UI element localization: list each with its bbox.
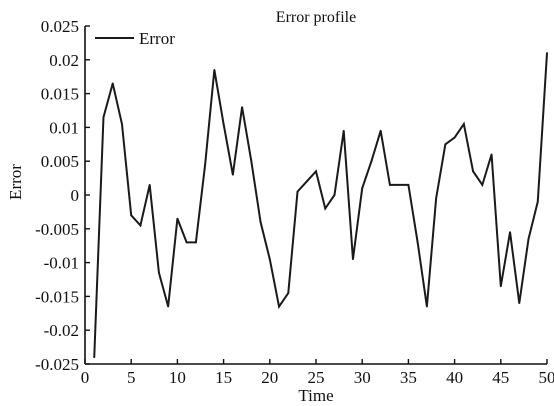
data-point xyxy=(176,217,179,220)
data-point xyxy=(342,129,345,132)
y-tick-label: -0.025 xyxy=(35,355,79,374)
data-point xyxy=(416,241,419,244)
data-point xyxy=(333,194,336,196)
data-point xyxy=(222,123,225,125)
data-point xyxy=(389,183,391,186)
data-point xyxy=(102,116,105,119)
data-point xyxy=(213,69,216,71)
data-point xyxy=(296,190,299,193)
data-point xyxy=(130,214,133,217)
data-point xyxy=(194,241,197,244)
data-point xyxy=(481,183,484,186)
data-point xyxy=(435,197,438,200)
legend-label: Error xyxy=(139,29,175,48)
x-tick-label: 30 xyxy=(354,368,371,387)
y-tick-label: 0.02 xyxy=(49,51,79,70)
y-tick-label: 0.015 xyxy=(41,85,79,104)
data-point xyxy=(370,160,373,163)
data-point xyxy=(93,356,96,359)
data-point xyxy=(546,52,548,54)
data-point xyxy=(231,173,234,176)
x-tick-label: 35 xyxy=(400,368,417,387)
data-point xyxy=(315,170,317,173)
data-point xyxy=(462,123,465,125)
data-point xyxy=(139,224,142,227)
data-point xyxy=(379,129,382,132)
legend: Error xyxy=(95,29,175,48)
data-point xyxy=(204,163,207,166)
x-tick-label: 5 xyxy=(127,368,136,387)
x-tick-label: 0 xyxy=(81,368,90,387)
data-point xyxy=(518,302,521,305)
y-tick-label: 0 xyxy=(71,186,80,205)
data-point xyxy=(536,200,539,203)
data-point xyxy=(185,241,188,244)
x-tick-label: 45 xyxy=(492,368,509,387)
data-point xyxy=(527,238,530,240)
series-line-group xyxy=(93,52,548,359)
data-point xyxy=(324,207,327,210)
x-tick-label: 40 xyxy=(446,368,463,387)
data-point xyxy=(148,183,151,186)
y-tick-label: -0.01 xyxy=(44,254,79,273)
data-point xyxy=(167,305,170,308)
data-point xyxy=(158,271,160,274)
series-line-error xyxy=(93,52,548,358)
x-axis-label: Time xyxy=(298,386,333,405)
y-axis-label: Error xyxy=(6,164,25,200)
data-point xyxy=(361,187,364,190)
data-point xyxy=(278,305,280,308)
x-tick-label: 15 xyxy=(215,368,232,387)
axes xyxy=(84,26,547,365)
data-point xyxy=(268,258,271,261)
data-point xyxy=(499,285,502,288)
data-point xyxy=(453,136,456,139)
data-point xyxy=(425,305,428,308)
y-tick-label: 0.01 xyxy=(49,118,79,137)
data-point xyxy=(352,258,354,261)
data-point xyxy=(398,183,401,186)
y-tick-label: -0.02 xyxy=(44,321,79,340)
x-tick-label: 20 xyxy=(261,368,278,387)
data-point xyxy=(509,231,511,234)
data-point xyxy=(287,292,290,294)
data-point xyxy=(250,160,253,163)
y-tick-label: -0.005 xyxy=(35,220,79,239)
data-point xyxy=(305,180,308,183)
x-tick-label: 25 xyxy=(308,368,325,387)
y-tick-label: 0.025 xyxy=(41,17,79,36)
data-point xyxy=(241,106,243,109)
y-tick-label: 0.005 xyxy=(41,152,79,171)
data-point xyxy=(259,221,262,223)
data-point xyxy=(121,123,123,125)
ticks: 0.025 0.02 0.015 0.01 0.005 0 -0.005 -0.01 -0.01… xyxy=(35,17,554,387)
data-point xyxy=(444,143,447,146)
data-point xyxy=(490,153,493,156)
x-tick-label: 10 xyxy=(169,368,186,387)
x-tick-label: 50 xyxy=(539,368,554,387)
data-point xyxy=(407,183,410,186)
chart-title: Error profile xyxy=(276,9,356,26)
data-point xyxy=(111,82,114,85)
y-tick-label: -0.015 xyxy=(35,287,79,306)
data-point xyxy=(472,170,474,173)
